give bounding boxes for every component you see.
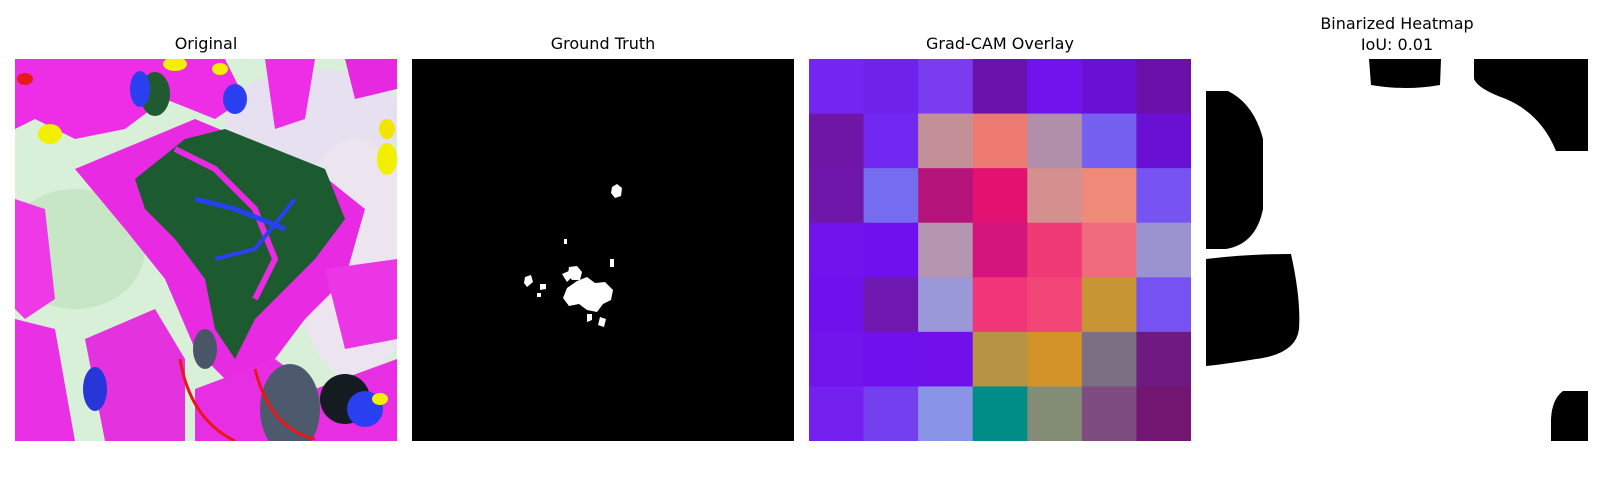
- gradcam-cell: [809, 113, 865, 169]
- gradcam-cell: [863, 113, 919, 169]
- gradcam-cell: [1027, 113, 1083, 169]
- gradcam-cell: [972, 331, 1028, 388]
- iou-score: IoU: 0.01: [1360, 35, 1434, 54]
- original-image-graphic: [15, 59, 397, 441]
- panel-title-gradcam: Grad-CAM Overlay: [926, 34, 1074, 53]
- gradcam-cell: [972, 386, 1028, 441]
- gradcam-cell: [1027, 59, 1083, 115]
- gradcam-cell: [918, 331, 974, 388]
- gradcam-cell: [972, 59, 1028, 115]
- gradcam-cell: [972, 222, 1028, 278]
- gradcam-cell: [809, 386, 865, 441]
- gradcam-cell: [1136, 386, 1191, 441]
- gradcam-cell: [863, 59, 919, 115]
- gradcam-cell: [918, 168, 974, 224]
- gradcam-overlay: [809, 59, 1191, 441]
- gradcam-cell: [1027, 222, 1083, 278]
- gradcam-cell: [918, 113, 974, 169]
- ground-truth-mask: [412, 59, 794, 441]
- gradcam-cell: [863, 222, 919, 278]
- gradcam-cell: [972, 168, 1028, 224]
- gradcam-cell: [1136, 168, 1191, 224]
- original-image: [15, 59, 397, 441]
- gradcam-cell: [1027, 277, 1083, 333]
- gradcam-cell: [809, 222, 865, 278]
- gradcam-overlay-graphic: [809, 59, 1191, 441]
- gradcam-cell: [1081, 59, 1138, 115]
- gradcam-cell: [863, 168, 919, 224]
- gradcam-cell: [1027, 386, 1083, 441]
- gradcam-cell: [863, 277, 919, 333]
- gradcam-cell: [863, 331, 919, 388]
- gradcam-cell: [1027, 331, 1083, 388]
- panel-title-original: Original: [174, 34, 238, 53]
- panel-title-ground-truth: Ground Truth: [550, 34, 656, 53]
- gradcam-cell: [1081, 113, 1138, 169]
- gradcam-cell: [1136, 59, 1191, 115]
- binarized-heatmap-graphic: [1206, 59, 1588, 441]
- gradcam-cell: [1136, 113, 1191, 169]
- gradcam-cell: [918, 277, 974, 333]
- gradcam-cell: [918, 386, 974, 441]
- panel-title-binarized: Binarized Heatmap IoU: 0.01: [1206, 13, 1588, 55]
- ground-truth-mask-graphic: [412, 59, 794, 441]
- gradcam-cell: [809, 331, 865, 388]
- gradcam-cell: [1027, 168, 1083, 224]
- gradcam-cell: [809, 277, 865, 333]
- gradcam-cell: [918, 59, 974, 115]
- gradcam-cell: [809, 59, 865, 115]
- gradcam-cell: [972, 277, 1028, 333]
- gradcam-cell: [1081, 168, 1138, 224]
- gradcam-cell: [1136, 277, 1191, 333]
- binarized-title-line1: Binarized Heatmap: [1320, 14, 1474, 33]
- gradcam-cell: [1081, 277, 1138, 333]
- binarized-heatmap: [1206, 59, 1588, 441]
- gradcam-cell: [863, 386, 919, 441]
- gradcam-cell: [1081, 331, 1138, 388]
- gradcam-cell: [1136, 222, 1191, 278]
- gradcam-cell: [809, 168, 865, 224]
- gradcam-cell: [1136, 331, 1191, 388]
- gradcam-cell: [918, 222, 974, 278]
- gradcam-cell: [1081, 386, 1138, 441]
- gradcam-cell: [972, 113, 1028, 169]
- gradcam-cell: [1081, 222, 1138, 278]
